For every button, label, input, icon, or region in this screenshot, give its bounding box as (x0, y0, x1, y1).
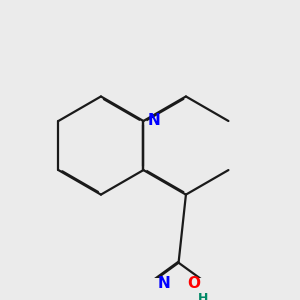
Text: N: N (158, 276, 170, 291)
Text: N: N (148, 113, 161, 128)
Text: O: O (187, 276, 200, 291)
Text: H: H (197, 292, 208, 300)
